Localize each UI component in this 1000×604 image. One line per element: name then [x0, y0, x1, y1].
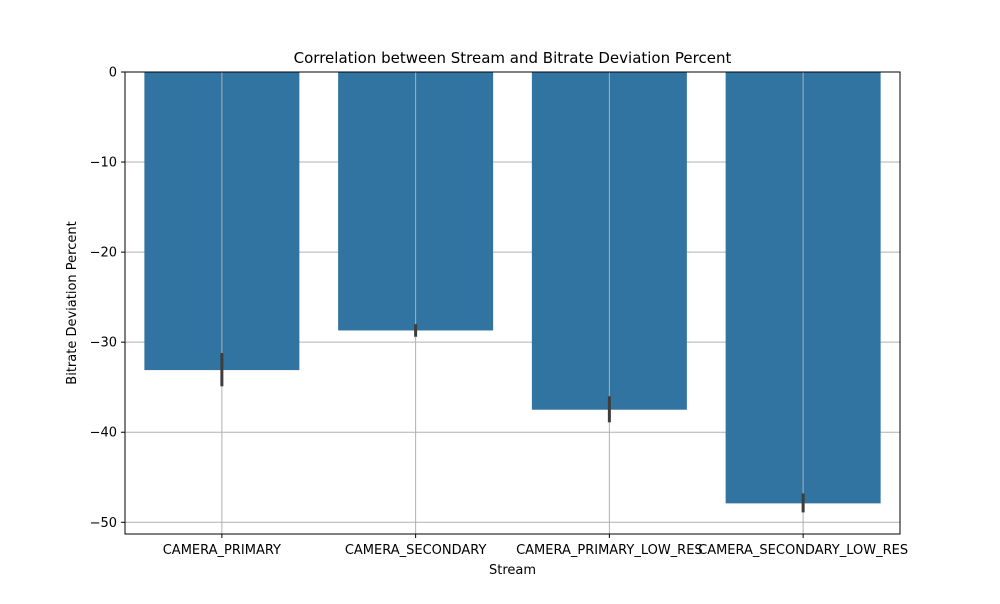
- y-tick-label: −10: [90, 156, 117, 171]
- y-tick-label: 0: [109, 66, 117, 81]
- x-tick-label: CAMERA_SECONDARY: [345, 543, 487, 558]
- y-tick-label: −50: [90, 516, 117, 531]
- x-axis-label: Stream: [489, 563, 536, 578]
- y-tick-label: −40: [90, 426, 117, 441]
- bar-layer: [144, 72, 881, 504]
- axes-frame: [124, 71, 901, 535]
- y-axis-label: Bitrate Deviation Percent: [65, 221, 80, 384]
- y-tick-layer: 0 −10 −20 −30 −40 −50: [90, 66, 125, 531]
- x-tick-label: CAMERA_PRIMARY: [163, 543, 281, 558]
- x-tick-layer: CAMERA_PRIMARY CAMERA_SECONDARY CAMERA_PRI…: [163, 534, 908, 558]
- chart-title: Correlation between Stream and Bitrate D…: [294, 49, 732, 67]
- error-bar-layer: [220, 324, 805, 513]
- y-tick-label: −30: [90, 336, 117, 351]
- vertical-grid-layer: [221, 72, 804, 534]
- y-tick-label: −20: [90, 246, 117, 261]
- x-tick-label: CAMERA_PRIMARY_LOW_RES: [516, 543, 703, 558]
- x-tick-label: CAMERA_SECONDARY_LOW_RES: [698, 543, 908, 558]
